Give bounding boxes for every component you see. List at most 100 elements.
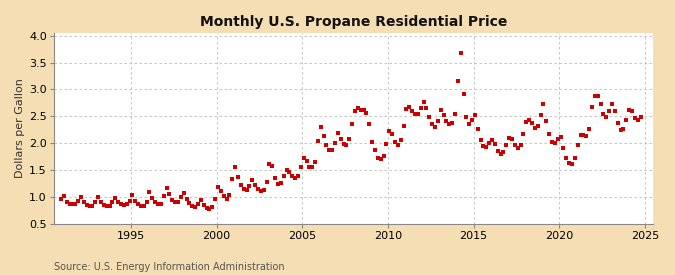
Point (324, 147, 335, 152)
Point (241, 188, 252, 192)
Point (84, 203, 95, 208)
Point (124, 199, 135, 203)
Point (70, 202, 81, 206)
Point (378, 153, 389, 158)
Point (466, 117, 477, 122)
Point (621, 117, 632, 122)
Point (507, 137, 518, 142)
Point (338, 142, 349, 146)
Point (275, 181, 286, 186)
Point (261, 180, 272, 184)
Point (629, 116, 640, 120)
Point (558, 146, 569, 150)
Point (612, 121, 623, 125)
Point (464, 122, 475, 126)
Point (515, 143, 526, 147)
Point (498, 150, 509, 155)
Point (427, 122, 437, 126)
Point (592, 94, 603, 98)
Point (321, 143, 332, 147)
Point (315, 125, 326, 129)
Point (424, 115, 435, 120)
Point (407, 109, 418, 113)
Point (161, 186, 172, 191)
Point (133, 202, 144, 207)
Point (618, 127, 629, 131)
Point (635, 115, 646, 119)
Point (92, 195, 103, 199)
Point (544, 132, 555, 136)
Point (259, 188, 269, 192)
Point (595, 102, 606, 107)
Point (524, 117, 535, 122)
Text: Source: U.S. Energy Information Administration: Source: U.S. Energy Information Administ… (54, 262, 285, 272)
Point (118, 203, 129, 207)
Point (313, 139, 323, 143)
Point (155, 202, 166, 206)
Point (433, 118, 443, 123)
Point (412, 111, 423, 116)
Point (504, 136, 514, 140)
Point (122, 202, 132, 207)
Point (575, 132, 586, 137)
Point (73, 199, 84, 203)
Point (603, 109, 614, 113)
Point (224, 192, 235, 197)
Point (284, 170, 295, 174)
Point (521, 119, 532, 124)
Point (404, 104, 414, 109)
Point (130, 199, 140, 204)
Point (364, 122, 375, 127)
Point (181, 197, 192, 201)
Point (298, 155, 309, 160)
Point (238, 187, 249, 191)
Point (626, 109, 637, 113)
Point (381, 142, 392, 146)
Point (538, 102, 549, 107)
Point (518, 132, 529, 136)
Point (329, 141, 340, 145)
Point (110, 196, 121, 200)
Point (270, 175, 281, 180)
Point (438, 112, 449, 117)
Point (392, 142, 403, 147)
Point (61, 200, 72, 204)
Point (561, 155, 572, 160)
Point (375, 157, 386, 161)
Point (410, 112, 421, 116)
Point (444, 122, 455, 127)
Point (278, 174, 289, 179)
Point (184, 201, 195, 206)
Point (267, 164, 277, 169)
Point (318, 133, 329, 138)
Point (435, 108, 446, 112)
Point (227, 177, 238, 182)
Point (287, 174, 298, 179)
Point (159, 194, 169, 199)
Point (296, 165, 306, 169)
Point (144, 190, 155, 194)
Point (221, 196, 232, 201)
Point (264, 162, 275, 166)
Point (87, 203, 98, 208)
Point (252, 187, 263, 192)
Point (441, 119, 452, 123)
Point (624, 108, 634, 112)
Point (55, 197, 66, 201)
Point (610, 109, 620, 114)
Point (570, 155, 580, 160)
Point (347, 122, 358, 127)
Point (213, 185, 223, 189)
Point (481, 145, 492, 149)
Point (141, 200, 152, 204)
Point (501, 143, 512, 147)
Point (138, 203, 149, 208)
Point (355, 108, 366, 112)
Point (301, 159, 312, 164)
Point (215, 189, 226, 193)
Point (555, 134, 566, 139)
Point (244, 184, 255, 188)
Point (533, 124, 543, 128)
Point (589, 94, 600, 98)
Point (510, 142, 520, 147)
